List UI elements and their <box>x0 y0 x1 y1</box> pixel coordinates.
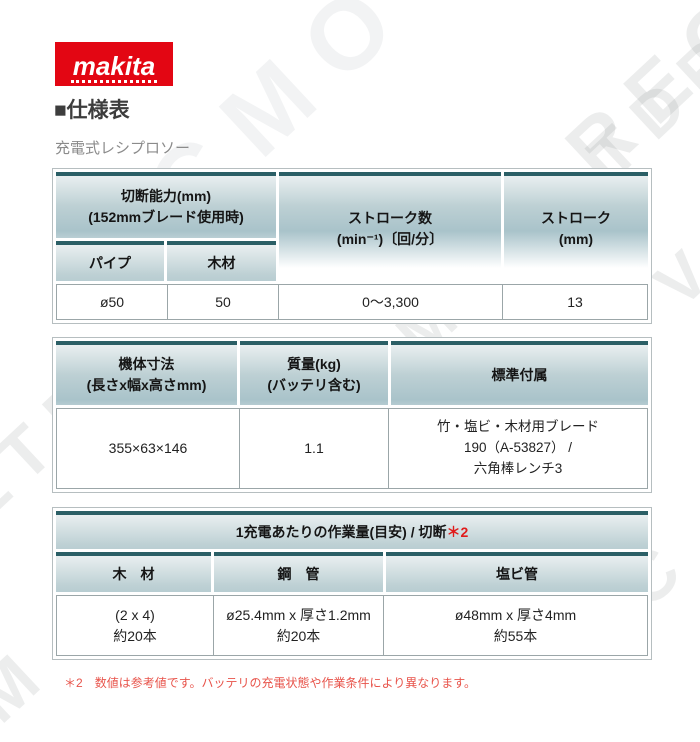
cell-work-wood-line1: (2 x 4) <box>115 606 155 623</box>
cell-work-pvc: ø48mm x 厚さ4mm 約55本 <box>383 596 647 655</box>
makita-logo: makita <box>55 42 173 86</box>
spec-table-cutting-row: ø50 50 0～3,300 13 <box>56 284 648 320</box>
cell-weight-value: 1.1 <box>239 409 388 488</box>
cell-accessories-value: 竹・塩ビ・木材用ブレード 190（A-53827） / 六角棒レンチ3 <box>388 409 647 488</box>
header-work-wood: 木 材 <box>56 552 211 592</box>
header-stroke-rate: ストローク数 (min⁻¹)〔回/分〕 <box>279 172 501 281</box>
header-wood-label: 木材 <box>207 254 236 271</box>
header-pvc-pipe-label: 塩ビ管 <box>496 565 538 582</box>
work-table-title-main: 1充電あたりの作業量(目安) / 切断 <box>235 523 447 540</box>
makita-logo-text: makita <box>70 51 158 83</box>
page-content: makita ■仕様表 充電式レシプロソー 切断能力(mm) (152mmブレー… <box>0 42 700 691</box>
header-cut-capacity-line2: (152mmブレード使用時) <box>88 209 244 225</box>
header-pipe-label: パイプ <box>89 254 131 271</box>
header-weight-line2: (バッテリ含む) <box>267 377 361 393</box>
spec-table-cutting: 切断能力(mm) (152mmブレード使用時) パイプ 木材 ストローク数 (m… <box>52 168 652 324</box>
cell-work-pvc-line2: 約55本 <box>493 627 538 644</box>
cell-pipe-value: ø50 <box>57 285 167 319</box>
work-table-title: 1充電あたりの作業量(目安) / 切断＊2 <box>56 511 648 549</box>
header-body-size-line2: (長さx幅x高さmm) <box>86 377 207 393</box>
cell-work-pvc-line1: ø48mm x 厚さ4mm <box>454 606 577 623</box>
cell-work-wood: (2 x 4) 約20本 <box>57 596 213 655</box>
work-table-title-note: ＊2 <box>446 523 469 540</box>
header-stroke-rate-line2: (min⁻¹)〔回/分〕 <box>336 230 444 247</box>
header-body-size-line1: 機体寸法 <box>118 356 175 372</box>
header-steel-pipe-label: 鋼 管 <box>277 565 320 582</box>
cell-work-steel-line1: ø25.4mm x 厚さ1.2mm <box>226 606 371 623</box>
header-work-wood-label: 木 材 <box>112 565 155 582</box>
cell-stroke-length-value: 13 <box>502 285 647 319</box>
header-cut-capacity: 切断能力(mm) (152mmブレード使用時) <box>56 172 276 238</box>
header-stroke-length: ストローク (mm) <box>504 172 648 281</box>
header-stroke-length-line1: ストローク <box>541 209 611 226</box>
work-per-charge-table: 1充電あたりの作業量(目安) / 切断＊2 木 材 鋼 管 塩ビ管 (2 x 4… <box>52 507 652 660</box>
header-stroke-length-line2: (mm) <box>558 230 594 247</box>
cell-stroke-rate-value: 0～3,300 <box>278 285 502 319</box>
footnote: ＊2 数値は参考値です。バッテリの充電状態や作業条件により異なります。 <box>64 674 700 691</box>
footnote-marker: ＊2 <box>64 676 83 690</box>
spec-table-body-header: 機体寸法 (長さx幅x高さmm) 質量(kg) (バッテリ含む) 標準付属 <box>56 341 648 405</box>
header-weight-line1: 質量(kg) <box>287 356 341 372</box>
cell-work-steel: ø25.4mm x 厚さ1.2mm 約20本 <box>213 596 383 655</box>
header-stroke-rate-line1: ストローク数 <box>348 209 432 226</box>
header-cut-capacity-line1: 切断能力(mm) <box>120 188 212 204</box>
cell-accessories-line3: 六角棒レンチ3 <box>473 460 563 476</box>
header-accessories-label: 標準付属 <box>491 366 548 383</box>
product-name: 充電式レシプロソー <box>55 140 191 157</box>
page-title: ■仕様表 <box>54 99 130 122</box>
work-table-row: (2 x 4) 約20本 ø25.4mm x 厚さ1.2mm 約20本 ø48m… <box>56 595 648 656</box>
header-wood: 木材 <box>167 241 276 281</box>
header-pvc-pipe: 塩ビ管 <box>386 552 648 592</box>
header-pipe: パイプ <box>56 241 164 281</box>
work-table-header: 木 材 鋼 管 塩ビ管 <box>56 552 648 592</box>
header-body-size: 機体寸法 (長さx幅x高さmm) <box>56 341 237 405</box>
cell-wood-value: 50 <box>167 285 278 319</box>
spec-table-cutting-header: 切断能力(mm) (152mmブレード使用時) パイプ 木材 ストローク数 (m… <box>56 172 648 281</box>
cell-body-size-value: 355×63×146 <box>57 409 239 488</box>
spec-table-body: 機体寸法 (長さx幅x高さmm) 質量(kg) (バッテリ含む) 標準付属 35… <box>52 337 652 493</box>
header-accessories: 標準付属 <box>391 341 648 405</box>
cell-work-wood-line2: 約20本 <box>113 627 157 644</box>
work-table-title-text: 1充電あたりの作業量(目安) / 切断＊2 <box>236 522 469 543</box>
header-steel-pipe: 鋼 管 <box>214 552 383 592</box>
spec-table-body-row: 355×63×146 1.1 竹・塩ビ・木材用ブレード 190（A-53827）… <box>56 408 648 489</box>
cell-accessories-line1: 竹・塩ビ・木材用ブレード <box>437 419 599 435</box>
header-weight: 質量(kg) (バッテリ含む) <box>240 341 388 405</box>
footnote-text: 数値は参考値です。バッテリの充電状態や作業条件により異なります。 <box>94 676 477 690</box>
cell-accessories-line2: 190（A-53827） / <box>463 440 573 456</box>
cell-work-steel-line2: 約20本 <box>276 627 321 644</box>
